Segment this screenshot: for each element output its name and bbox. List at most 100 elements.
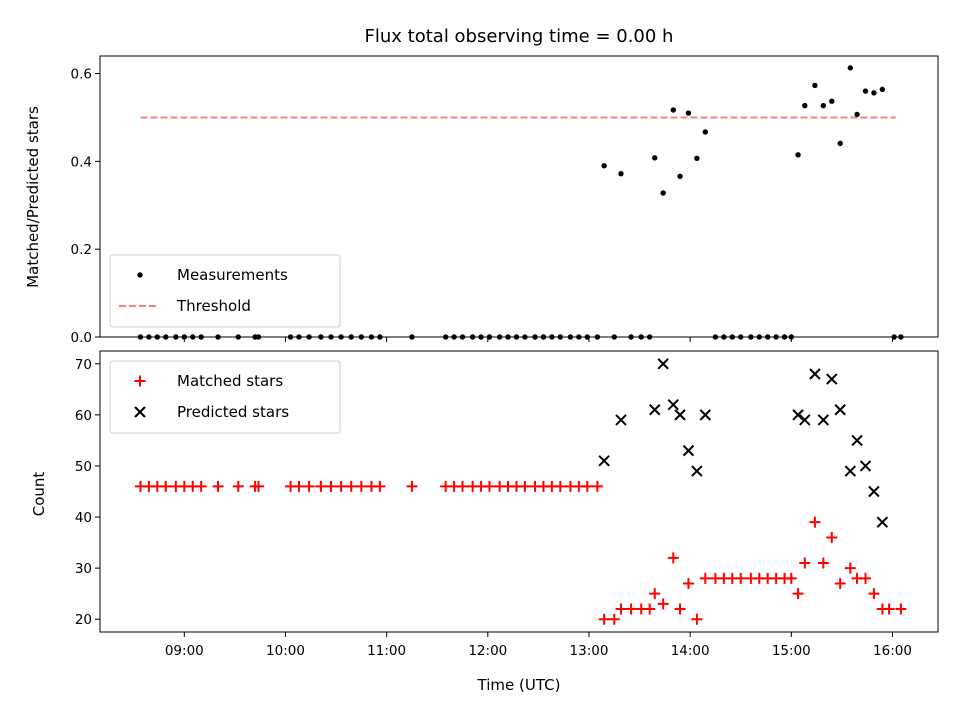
data-point: [691, 465, 703, 477]
x-tick-label: 13:00: [570, 643, 609, 659]
legend-box: [109, 360, 341, 434]
data-point: [820, 102, 827, 109]
data-point: [649, 588, 661, 600]
x-tick-label: 11:00: [367, 643, 406, 659]
data-point: [682, 444, 695, 457]
data-point: [868, 588, 880, 600]
data-point: [735, 572, 747, 584]
data-point: [795, 152, 801, 158]
data-point: [598, 455, 610, 467]
data-point: [895, 603, 907, 615]
data-point: [652, 155, 658, 161]
data-point: [817, 557, 829, 569]
data-point: [674, 409, 686, 421]
data-point: [625, 603, 637, 615]
data-point: [879, 86, 886, 93]
data-point: [685, 110, 692, 116]
data-point: [699, 409, 712, 421]
data-point: [670, 107, 676, 113]
y-tick-label: 0.0: [71, 330, 92, 346]
data-point: [785, 572, 797, 584]
data-point: [812, 82, 818, 89]
data-point: [691, 613, 703, 625]
legend-marker: [134, 406, 146, 418]
data-point: [615, 414, 627, 426]
data-point: [598, 613, 610, 625]
data-point: [457, 480, 469, 492]
data-point: [847, 65, 854, 71]
data-point: [483, 480, 495, 492]
data-point: [802, 102, 808, 109]
y-tick-label: 0.2: [71, 242, 92, 258]
y-tick-label: 50: [75, 459, 92, 475]
data-point: [817, 414, 830, 426]
data-point: [232, 480, 244, 492]
matched-stars-series: [134, 480, 907, 625]
data-point: [374, 480, 386, 492]
data-point: [657, 598, 669, 610]
x-tick-label: 10:00: [266, 643, 305, 659]
data-point: [792, 588, 804, 600]
data-point: [608, 613, 620, 625]
data-point: [581, 480, 593, 492]
x-tick-label: 12:00: [468, 643, 507, 659]
data-point: [618, 170, 624, 177]
data-point: [799, 414, 811, 426]
y-tick-label: 70: [75, 357, 92, 373]
x-tick-label: 14:00: [671, 643, 710, 659]
x-tick-label: 15:00: [772, 643, 811, 659]
legend-label: Measurements: [177, 266, 288, 284]
chart-title: Flux total observing time = 0.00 h: [365, 26, 674, 47]
ratio-axes-frame: [99, 55, 939, 338]
data-point: [325, 480, 337, 492]
y-tick-label: 0.4: [71, 154, 92, 170]
data-point: [851, 434, 863, 447]
data-point: [792, 409, 804, 421]
x-tick-label: 16:00: [873, 643, 912, 659]
data-point: [195, 480, 207, 492]
data-point: [859, 460, 872, 472]
data-point: [682, 577, 694, 589]
count-y-axis-label: Count: [30, 472, 48, 517]
legend-label: Predicted stars: [177, 403, 289, 421]
data-point: [677, 173, 683, 180]
data-point: [871, 90, 877, 96]
count-legend: Matched stars Predicted stars: [109, 360, 341, 434]
data-point: [601, 163, 607, 169]
ratio-legend: Measurements Threshold: [109, 254, 341, 328]
data-point: [854, 111, 860, 118]
predicted-stars-series: [598, 358, 889, 528]
legend-marker: [134, 375, 146, 387]
data-point: [335, 480, 347, 492]
data-point: [829, 98, 835, 104]
data-point: [809, 368, 821, 380]
data-point: [406, 480, 418, 492]
data-point: [252, 480, 264, 492]
data-point: [834, 577, 846, 589]
data-point: [160, 480, 172, 492]
data-point: [826, 373, 838, 385]
count-panel: Count 20 30 40 50 60 70 09:00 10:00 11:00 12:00 1…: [30, 350, 939, 659]
data-point: [837, 140, 843, 147]
data-point: [293, 480, 305, 492]
y-tick-label: 40: [75, 510, 92, 526]
data-point: [844, 562, 856, 574]
data-point: [826, 531, 838, 543]
data-point: [702, 129, 709, 135]
data-point: [834, 404, 846, 416]
data-point: [667, 552, 679, 564]
count-y-axis: 20 30 40 50 60 70: [75, 357, 100, 628]
data-point: [868, 485, 880, 498]
data-point: [876, 516, 889, 528]
data-point: [591, 480, 603, 492]
data-point: [694, 155, 700, 162]
data-point: [303, 480, 315, 492]
data-point: [862, 88, 869, 94]
x-tick-label: 09:00: [165, 643, 204, 659]
data-point: [345, 480, 357, 492]
data-point: [799, 557, 811, 569]
x-axis-label: Time (UTC): [477, 676, 561, 694]
data-point: [644, 603, 656, 615]
ratio-y-axis: 0.0 0.2 0.4 0.6: [71, 67, 100, 346]
